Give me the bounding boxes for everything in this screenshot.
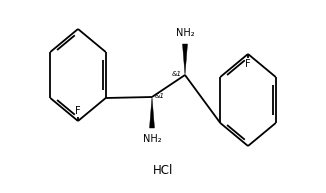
Text: &1: &1: [155, 93, 165, 99]
Text: F: F: [245, 59, 251, 69]
Text: NH₂: NH₂: [176, 28, 194, 38]
Text: HCl: HCl: [153, 163, 173, 177]
Text: &1: &1: [172, 71, 182, 77]
Polygon shape: [183, 44, 187, 75]
Polygon shape: [150, 97, 155, 128]
Text: NH₂: NH₂: [143, 134, 161, 144]
Text: F: F: [75, 106, 81, 116]
